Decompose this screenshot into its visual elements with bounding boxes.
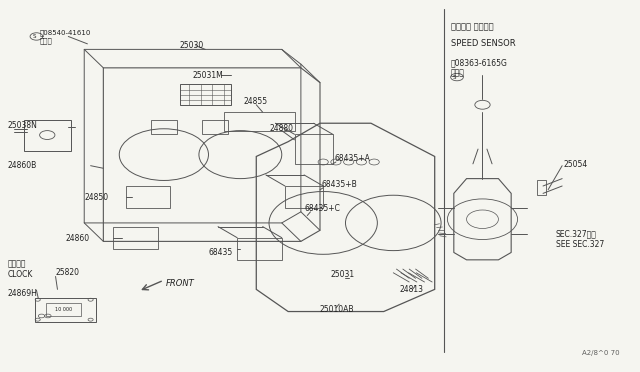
Text: 24855: 24855 [244, 97, 268, 106]
Text: クロック
CLOCK: クロック CLOCK [8, 259, 33, 279]
Text: 24850: 24850 [84, 193, 108, 202]
Text: 24869H: 24869H [8, 289, 38, 298]
Text: 68435: 68435 [209, 248, 233, 257]
Text: 68435+B: 68435+B [321, 180, 357, 189]
Text: 24860B: 24860B [8, 161, 37, 170]
Text: 25054: 25054 [563, 160, 588, 169]
Text: 24860: 24860 [65, 234, 89, 243]
Text: A2/8^0 70: A2/8^0 70 [582, 350, 620, 356]
Text: S: S [32, 34, 36, 39]
Text: 24813: 24813 [399, 285, 424, 294]
Text: SPEED SENSOR: SPEED SENSOR [451, 39, 515, 48]
Text: 25031: 25031 [331, 270, 355, 279]
Text: 10 000: 10 000 [55, 307, 72, 312]
Text: 68435+C: 68435+C [305, 203, 340, 213]
Text: 25030: 25030 [180, 41, 204, 50]
Text: 24880: 24880 [269, 124, 293, 133]
Text: S: S [452, 74, 456, 80]
Text: Ⓝ08540-41610
（Ｉ）: Ⓝ08540-41610 （Ｉ） [40, 29, 91, 44]
Text: 25010AB: 25010AB [320, 305, 355, 314]
Text: スピード センサー: スピード センサー [451, 23, 493, 32]
Text: SEC.327参照
SEE SEC.327: SEC.327参照 SEE SEC.327 [556, 230, 604, 249]
Text: 25820: 25820 [56, 268, 79, 277]
Text: Ⓝ08363-6165G
（Ｉ）: Ⓝ08363-6165G （Ｉ） [451, 58, 508, 77]
Text: 25038N: 25038N [8, 121, 38, 129]
Text: 25031M: 25031M [193, 71, 223, 80]
Text: 68435+A: 68435+A [334, 154, 370, 163]
Text: FRONT: FRONT [166, 279, 195, 288]
